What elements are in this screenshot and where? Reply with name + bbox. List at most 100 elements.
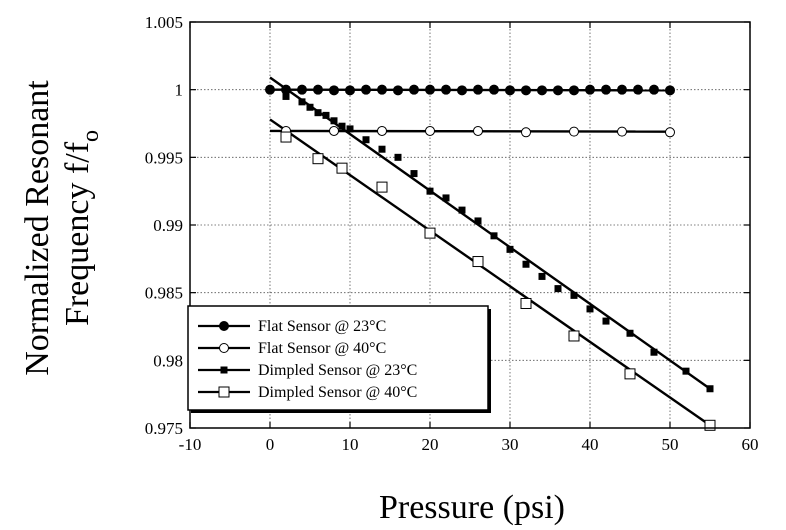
svg-text:Normalized Resonant: Normalized Resonant bbox=[19, 80, 56, 376]
data-point-series-3 bbox=[522, 260, 530, 268]
data-point-series-1 bbox=[633, 84, 643, 95]
data-point-series-3 bbox=[426, 187, 434, 195]
data-point-series-1 bbox=[505, 85, 515, 96]
data-point-series-3 bbox=[650, 348, 658, 356]
data-point-series-3 bbox=[474, 217, 482, 225]
data-point-series-3 bbox=[458, 206, 466, 214]
data-point-series-3 bbox=[682, 367, 690, 375]
y-tick-label: 0.98 bbox=[153, 351, 183, 370]
x-tick-label: 60 bbox=[742, 435, 759, 454]
x-tick-label: 20 bbox=[422, 435, 439, 454]
data-point-series-1 bbox=[393, 85, 403, 96]
data-point-series-1 bbox=[601, 84, 611, 95]
data-point-series-3 bbox=[602, 317, 610, 325]
legend-label: Dimpled Sensor @ 23°C bbox=[258, 362, 417, 379]
data-point-series-4 bbox=[704, 419, 716, 431]
data-point-series-1 bbox=[537, 85, 547, 96]
data-point-series-3 bbox=[442, 194, 450, 202]
data-point-series-4 bbox=[280, 131, 292, 143]
data-point-series-2 bbox=[425, 125, 435, 136]
tick-labels: -10 0 10 20 30 40 50 60 0.975 0.98 0.985 0.99 0.995 1… bbox=[145, 13, 759, 454]
legend-marker bbox=[218, 386, 230, 398]
x-tick-label: -10 bbox=[179, 435, 202, 454]
legend-label: Dimpled Sensor @ 40°C bbox=[258, 384, 417, 401]
data-point-series-3 bbox=[410, 170, 418, 178]
y-tick-label: 0.995 bbox=[145, 148, 183, 167]
data-point-series-2 bbox=[617, 126, 627, 137]
data-point-series-1 bbox=[377, 84, 387, 95]
data-point-series-2 bbox=[473, 125, 483, 136]
data-point-series-3 bbox=[554, 285, 562, 293]
data-point-series-2 bbox=[521, 127, 531, 138]
x-tick-label: 40 bbox=[582, 435, 599, 454]
data-point-series-3 bbox=[706, 385, 714, 393]
data-point-series-1 bbox=[665, 85, 675, 96]
data-point-series-1 bbox=[649, 84, 659, 95]
svg-text:Frequency f/fo: Frequency f/fo bbox=[59, 130, 104, 326]
data-point-series-3 bbox=[314, 109, 322, 117]
data-point-series-4 bbox=[624, 368, 636, 380]
data-point-series-1 bbox=[313, 84, 323, 95]
x-tick-label: 30 bbox=[502, 435, 519, 454]
data-point-series-1 bbox=[281, 84, 291, 95]
data-point-series-3 bbox=[394, 153, 402, 161]
data-point-series-1 bbox=[409, 84, 419, 95]
data-point-series-3 bbox=[330, 117, 338, 125]
data-point-series-1 bbox=[297, 84, 307, 95]
x-axis-title: Pressure (psi) bbox=[379, 489, 565, 526]
data-point-series-4 bbox=[472, 256, 484, 268]
y-axis-title: Normalized Resonant Frequency f/fo bbox=[19, 80, 104, 376]
legend: Flat Sensor @ 23°C Flat Sensor @ 40°C Dimp… bbox=[187, 305, 491, 413]
data-point-series-1 bbox=[553, 85, 563, 96]
data-point-series-3 bbox=[306, 103, 314, 111]
data-point-series-2 bbox=[569, 126, 579, 137]
data-point-series-2 bbox=[665, 127, 675, 138]
data-point-series-3 bbox=[626, 329, 634, 337]
data-point-series-3 bbox=[570, 291, 578, 299]
data-markers bbox=[265, 84, 716, 431]
data-point-series-1 bbox=[489, 84, 499, 95]
data-point-series-4 bbox=[336, 162, 348, 174]
data-point-series-1 bbox=[569, 85, 579, 96]
data-point-series-4 bbox=[312, 153, 324, 165]
data-point-series-1 bbox=[441, 84, 451, 95]
data-point-series-1 bbox=[521, 85, 531, 96]
x-tick-label: 0 bbox=[266, 435, 275, 454]
data-point-series-4 bbox=[376, 181, 388, 193]
y-tick-label: 1 bbox=[175, 81, 184, 100]
data-point-series-3 bbox=[282, 92, 290, 100]
y-axis-title-subscript: o bbox=[78, 130, 104, 142]
data-point-series-3 bbox=[346, 125, 354, 133]
data-point-series-3 bbox=[362, 136, 370, 144]
legend-marker bbox=[219, 321, 229, 331]
data-point-series-4 bbox=[568, 330, 580, 342]
data-point-series-4 bbox=[424, 227, 436, 239]
data-point-series-3 bbox=[378, 145, 386, 153]
data-point-series-4 bbox=[520, 297, 532, 309]
data-point-series-1 bbox=[329, 85, 339, 96]
data-point-series-1 bbox=[265, 84, 275, 95]
data-point-series-1 bbox=[425, 84, 435, 95]
data-point-series-1 bbox=[345, 85, 355, 96]
y-axis-title-line-1: Normalized Resonant bbox=[19, 80, 56, 376]
x-tick-label: 10 bbox=[342, 435, 359, 454]
data-point-series-3 bbox=[538, 272, 546, 280]
y-tick-label: 1.005 bbox=[145, 13, 183, 32]
data-point-series-3 bbox=[506, 245, 514, 253]
y-tick-label: 0.99 bbox=[153, 216, 183, 235]
data-point-series-1 bbox=[473, 84, 483, 95]
data-point-series-3 bbox=[298, 98, 306, 106]
data-point-series-1 bbox=[361, 84, 371, 95]
data-point-series-1 bbox=[617, 84, 627, 95]
y-axis-title-line-2: Frequency f/f bbox=[59, 141, 96, 326]
data-point-series-2 bbox=[377, 125, 387, 136]
y-tick-label: 0.985 bbox=[145, 284, 183, 303]
legend-marker bbox=[220, 366, 228, 374]
data-point-series-3 bbox=[490, 232, 498, 240]
data-point-series-3 bbox=[322, 111, 330, 119]
data-point-series-3 bbox=[338, 122, 346, 130]
y-tick-label: 0.975 bbox=[145, 419, 183, 438]
data-point-series-1 bbox=[457, 85, 467, 96]
legend-label: Flat Sensor @ 40°C bbox=[258, 340, 386, 357]
